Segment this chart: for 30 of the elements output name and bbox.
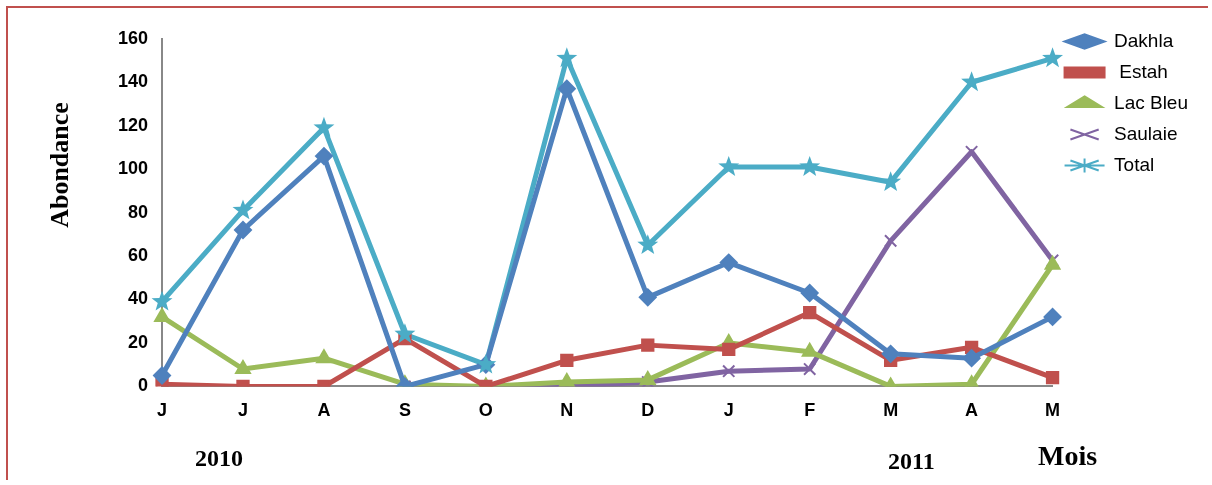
text: 2011 [888, 448, 935, 475]
y-tick-label: 0 [138, 375, 149, 396]
y-tick-label: 100 [117, 158, 149, 179]
y-tick-label: 120 [117, 114, 149, 135]
legend-label: Saulaie [1114, 122, 1178, 144]
x-tick-label: S [398, 400, 411, 421]
legend-label: Total [1114, 153, 1155, 175]
y-axis-title: Abondance [45, 102, 75, 228]
x-tick-label: A [317, 400, 331, 421]
x-tick-label: O [478, 400, 493, 421]
x-tick-label: J [157, 400, 168, 421]
x-tick-label: J [723, 400, 734, 421]
text: 2010 [195, 445, 243, 472]
y-tick-label: 60 [128, 245, 149, 266]
x-tick-label: N [560, 400, 574, 421]
x-tick-label: F [804, 400, 816, 421]
x-tick-label: M [883, 400, 899, 421]
legend-label: Lac Bleu [1114, 91, 1189, 113]
x-tick-label: M [1045, 400, 1061, 421]
legend-label: Dakhla [1114, 29, 1174, 51]
x-axis-title: Mois [1038, 440, 1098, 472]
x-tick-label: D [641, 400, 655, 421]
y-tick-label: 80 [128, 201, 149, 222]
y-tick-label: 20 [128, 331, 149, 352]
x-tick-label: A [965, 400, 979, 421]
y-tick-label: 140 [117, 71, 149, 92]
x-tick-label: J [237, 400, 248, 421]
legend-label: Estah [1114, 60, 1168, 82]
y-tick-label: 40 [128, 288, 149, 309]
y-tick-label: 160 [117, 27, 149, 48]
